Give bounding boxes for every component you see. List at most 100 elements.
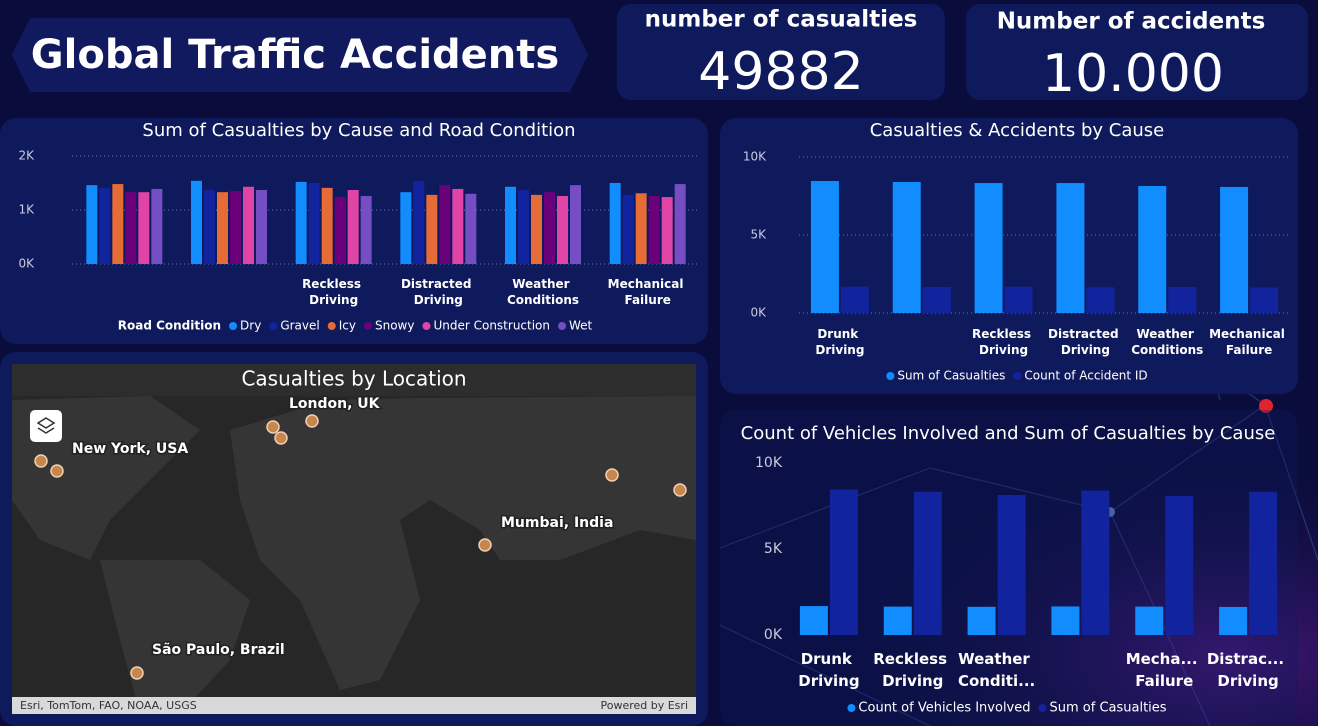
bar <box>400 192 412 264</box>
map-label: Mumbai, India <box>501 515 613 531</box>
x-tick-label: Weather Conditi... <box>958 650 1035 690</box>
bar <box>544 192 555 264</box>
map-label: London, UK <box>289 396 381 412</box>
y-tick-label: 0K <box>764 627 783 643</box>
bar <box>1138 186 1167 313</box>
bar <box>138 192 150 264</box>
map-title: Casualties by Location <box>241 367 466 391</box>
bar <box>829 489 858 635</box>
bar <box>609 183 621 264</box>
chart-title: Casualties & Accidents by Cause <box>870 120 1165 141</box>
map-point[interactable] <box>305 414 319 428</box>
bar <box>810 181 839 313</box>
legend-label: Dry <box>240 319 261 333</box>
network-node <box>1259 399 1273 413</box>
x-tick-label: Reckless Driving <box>972 327 1035 357</box>
y-tick-label: 2K <box>18 149 35 163</box>
map-label: São Paulo, Brazil <box>152 642 285 658</box>
bar <box>217 192 228 264</box>
x-tick-label: Mecha... Failure <box>1126 650 1203 690</box>
bar <box>1056 183 1085 313</box>
x-tick-label: Mechanical Failure <box>1209 327 1289 357</box>
bar <box>1004 286 1033 313</box>
kpi-card <box>617 4 945 100</box>
bar <box>913 491 942 635</box>
map-point[interactable] <box>605 468 619 482</box>
bar <box>347 190 359 264</box>
legend-marker <box>886 372 895 380</box>
bar <box>112 184 124 264</box>
kpi-value: 10.000 <box>1042 44 1224 104</box>
bar <box>799 606 828 635</box>
kpi-label: Number of accidents <box>997 9 1266 35</box>
bar <box>974 183 1003 313</box>
kpi-label: number of casualties <box>645 7 918 33</box>
map-point[interactable] <box>34 454 48 468</box>
bar <box>191 180 202 264</box>
bar <box>1219 606 1248 635</box>
x-tick-label: Weather Conditions <box>1131 327 1203 357</box>
kpi-card <box>966 4 1308 100</box>
bar <box>505 186 516 264</box>
y-tick-label: 10K <box>743 150 767 164</box>
bar <box>840 286 869 313</box>
y-tick-label: 1K <box>18 203 35 217</box>
bar <box>465 193 477 264</box>
bar <box>413 180 425 264</box>
map-point[interactable] <box>478 538 492 552</box>
map-label: New York, USA <box>72 441 188 457</box>
legend: Count of Vehicles Involved Sum of Casualt… <box>847 701 1167 716</box>
bar <box>997 494 1026 635</box>
legend-label: Sum of Casualties <box>897 369 1005 383</box>
bar <box>230 191 241 264</box>
dashboard-title: Global Traffic Accidents <box>31 32 559 78</box>
bar <box>674 184 686 264</box>
bar <box>1081 490 1110 635</box>
map-point[interactable] <box>266 420 280 434</box>
bar <box>426 194 438 264</box>
bar <box>1086 287 1115 313</box>
bar <box>1250 287 1279 313</box>
x-tick-label: Distracted Driving <box>401 277 476 307</box>
x-tick-label: Distrac... Driving <box>1207 650 1289 690</box>
legend: Sum of Casualties Count of Accident ID <box>886 369 1148 383</box>
x-tick-label: Mechanical Failure <box>608 277 688 307</box>
bar <box>243 186 254 264</box>
legend-marker <box>558 322 567 330</box>
legend-label: Icy <box>339 319 356 333</box>
bar <box>531 194 542 264</box>
bar <box>125 192 137 264</box>
layers-icon <box>36 417 56 434</box>
legend: Road Condition Dry Gravel Icy Snowy Under Con… <box>118 319 593 333</box>
map-point[interactable] <box>274 431 288 445</box>
x-tick-label: Drunk Driving <box>798 650 859 690</box>
bar <box>661 197 673 264</box>
x-tick-label: Reckless Driving <box>873 650 952 690</box>
map-point[interactable] <box>50 464 64 478</box>
map-point[interactable] <box>673 483 687 497</box>
map-attribution: Esri, TomTom, FAO, NOAA, USGS <box>20 699 197 712</box>
bar <box>518 190 529 264</box>
legend-label: Snowy <box>375 319 414 333</box>
legend-marker <box>1038 704 1047 712</box>
map-footer <box>12 697 696 714</box>
bar <box>308 183 320 264</box>
y-tick-label: 5K <box>750 228 767 242</box>
legend-label: Under Construction <box>433 319 550 333</box>
chart-title: Count of Vehicles Involved and Sum of Ca… <box>741 423 1276 444</box>
bar <box>883 606 912 635</box>
legend-marker <box>229 322 238 330</box>
legend-marker <box>269 322 278 330</box>
map-point[interactable] <box>130 666 144 680</box>
x-tick-label: Distracted Driving <box>1048 327 1123 357</box>
chart-title: Sum of Casualties by Cause and Road Cond… <box>142 120 575 141</box>
layers-button[interactable] <box>30 410 62 442</box>
legend-label: Sum of Casualties <box>1050 701 1167 716</box>
bar <box>1051 606 1080 635</box>
bar <box>360 195 372 264</box>
y-tick-label: 5K <box>764 541 783 557</box>
y-tick-label: 0K <box>18 257 35 271</box>
y-tick-label: 0K <box>750 306 767 320</box>
title-banner <box>12 18 588 92</box>
